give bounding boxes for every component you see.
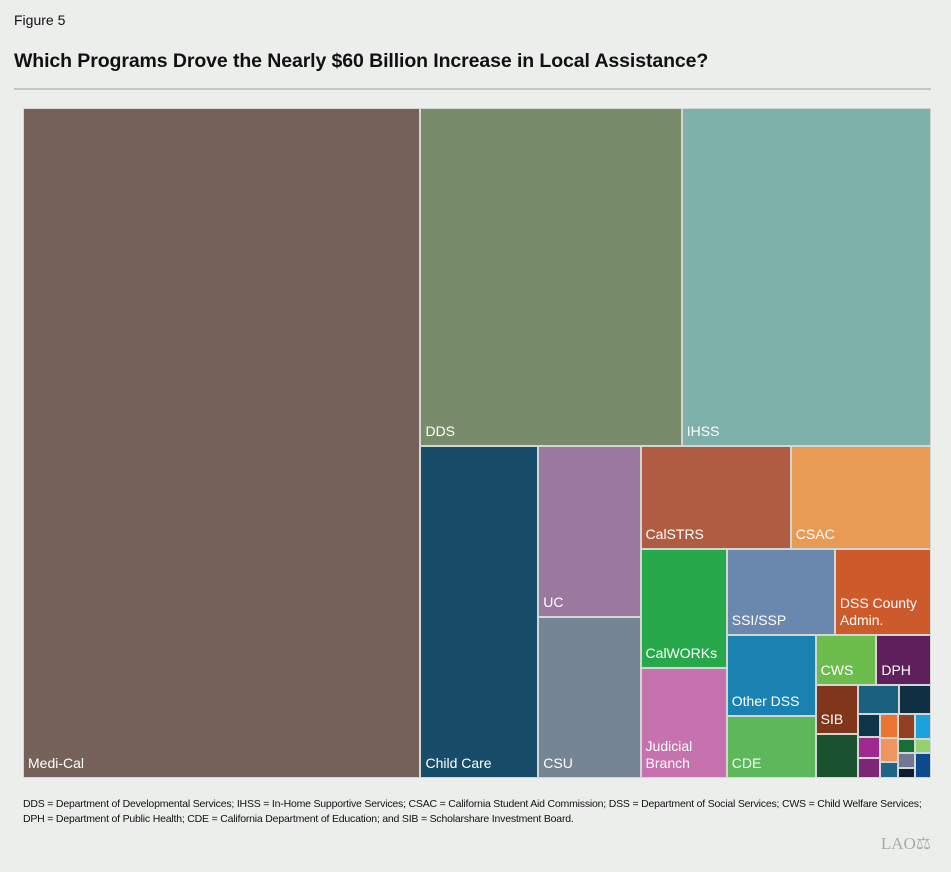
treemap-cell: DSS County Admin. <box>834 548 931 635</box>
treemap-cell <box>914 739 931 754</box>
treemap-cell: DPH <box>876 634 931 686</box>
treemap-cell-label: Child Care <box>425 754 492 771</box>
figure-label: Figure 5 <box>14 12 66 28</box>
treemap-cell: CWS <box>815 634 877 686</box>
treemap-cell <box>879 738 898 763</box>
treemap-cell <box>857 757 880 778</box>
treemap-cell <box>897 714 915 740</box>
treemap-cell <box>914 714 931 740</box>
treemap-cell <box>914 753 931 778</box>
treemap-cell: IHSS <box>681 108 931 447</box>
title-divider <box>14 88 931 90</box>
footnote: DDS = Department of Developmental Servic… <box>23 798 922 825</box>
treemap-cell: UC <box>538 446 641 618</box>
treemap-cell-label: Other DSS <box>731 692 800 709</box>
treemap-cell <box>815 734 858 778</box>
treemap-cell: CSU <box>538 617 641 778</box>
treemap-cell-label: CDE <box>731 754 762 771</box>
treemap-cell <box>897 753 915 769</box>
treemap-cell: CSAC <box>790 446 931 549</box>
treemap-cell-label: DPH <box>881 662 911 679</box>
treemap-cell <box>879 714 898 739</box>
treemap-cell: CalWORKs <box>640 548 727 669</box>
treemap-cell <box>879 762 898 778</box>
treemap-cell-label: CSAC <box>795 525 835 542</box>
lao-logo: LAO⚖ <box>880 834 931 853</box>
treemap-cell-label: CWS <box>820 662 854 679</box>
treemap-cell <box>897 739 915 754</box>
treemap-cell <box>897 768 915 778</box>
treemap-cell: Child Care <box>420 446 539 778</box>
treemap-cell-label: DSS County Admin. <box>839 594 917 628</box>
treemap: Medi-Cal DDS IHSS Child Care UC CSU CalSTRS CSA… <box>23 108 931 778</box>
treemap-cell-label: Judicial Branch <box>645 737 693 771</box>
treemap-cell: DDS <box>420 108 682 447</box>
treemap-cell: SIB <box>815 685 858 735</box>
treemap-cell <box>898 685 931 715</box>
treemap-cell: Medi-Cal <box>23 108 421 778</box>
treemap-cell <box>857 685 899 715</box>
treemap-cell: CDE <box>726 715 816 778</box>
chart-title: Which Programs Drove the Nearly $60 Bill… <box>14 50 709 72</box>
treemap-cell: CalSTRS <box>640 446 791 549</box>
treemap-cell <box>857 714 880 737</box>
treemap-cell-label: DDS <box>425 423 456 440</box>
treemap-cell: Other DSS <box>726 634 816 716</box>
treemap-cell-label: SSI/SSP <box>731 611 787 628</box>
treemap-cell-label: SIB <box>820 711 844 728</box>
treemap-cell-label: Medi-Cal <box>28 755 85 771</box>
treemap-cell-label: CalSTRS <box>645 525 704 542</box>
treemap-cell-label: IHSS <box>686 423 720 440</box>
treemap-cell-label: UC <box>543 594 564 611</box>
treemap-cell <box>857 737 880 758</box>
treemap-cell: SSI/SSP <box>726 548 835 635</box>
treemap-cell-label: CSU <box>543 754 573 771</box>
treemap-cell: Judicial Branch <box>640 668 727 778</box>
treemap-cell-label: CalWORKs <box>645 645 718 662</box>
